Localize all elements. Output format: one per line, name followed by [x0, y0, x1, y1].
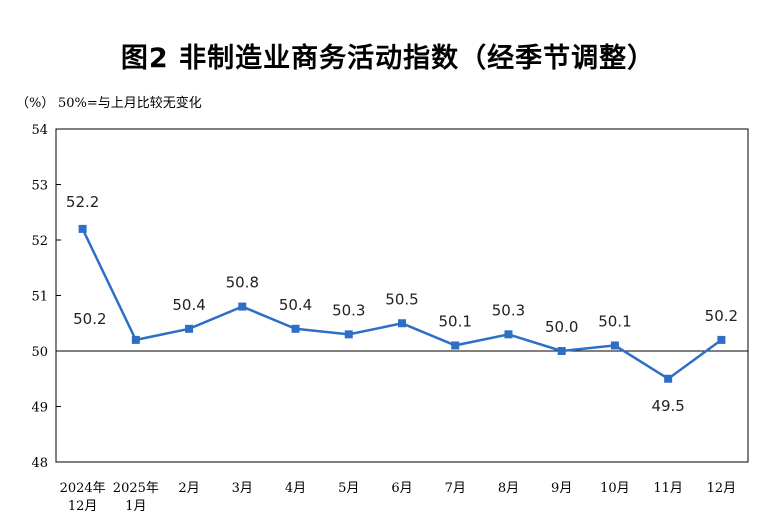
y-tick-label: 51	[31, 290, 48, 305]
data-point	[185, 324, 194, 333]
x-tick-label: 12月	[707, 481, 737, 496]
data-label: 50.2	[705, 307, 738, 325]
y-tick-label: 48	[31, 456, 48, 471]
x-tick-label: 4月	[285, 481, 306, 496]
x-tick-label: 8月	[498, 481, 519, 496]
x-tick-label: 2025年	[113, 481, 159, 496]
data-label: 50.2	[73, 310, 106, 328]
x-tick-label: 7月	[445, 481, 466, 496]
data-label: 52.2	[66, 193, 99, 211]
x-tick-label: 9月	[551, 481, 572, 496]
data-point	[557, 347, 566, 355]
chart-title: 图2 非制造业商务活动指数（经季节调整）	[120, 43, 656, 74]
data-point	[78, 224, 87, 233]
data-label: 50.4	[172, 296, 205, 314]
data-point	[664, 374, 673, 383]
x-tick-label: 2月	[178, 481, 199, 496]
data-label: 50.8	[226, 274, 259, 292]
data-label: 50.3	[332, 301, 365, 319]
reference-note: 50%=与上月比较无变化	[58, 96, 202, 111]
y-tick-label: 52	[31, 234, 48, 249]
data-point	[291, 324, 300, 333]
x-tick-label: 11月	[653, 481, 683, 496]
y-unit-label: （%）	[16, 96, 55, 111]
x-tick-label: 6月	[391, 481, 412, 496]
data-label: 50.3	[492, 301, 525, 319]
data-label: 50.1	[439, 312, 472, 330]
data-point	[717, 335, 726, 344]
data-point	[451, 341, 460, 350]
y-tick-label: 54	[31, 123, 48, 138]
y-tick-label: 50	[31, 345, 48, 360]
data-label: 50.0	[545, 318, 578, 336]
data-point	[504, 330, 513, 339]
data-point	[131, 335, 140, 344]
data-point	[398, 319, 406, 328]
x-tick-label: 10月	[600, 481, 630, 496]
data-point	[610, 341, 619, 350]
x-tick-label: 2024年	[60, 481, 106, 496]
x-tick-label: 3月	[232, 481, 253, 496]
data-point	[344, 330, 353, 339]
x-tick-label: 1月	[125, 499, 146, 514]
y-tick-label: 49	[31, 401, 48, 416]
data-label: 49.5	[651, 397, 684, 415]
x-tick-label: 12月	[68, 499, 98, 514]
data-point	[238, 302, 247, 311]
x-tick-label: 5月	[338, 481, 359, 496]
data-label: 50.1	[598, 312, 631, 330]
data-label: 50.5	[385, 290, 418, 308]
data-label: 50.4	[279, 296, 312, 314]
y-tick-label: 53	[31, 179, 48, 194]
